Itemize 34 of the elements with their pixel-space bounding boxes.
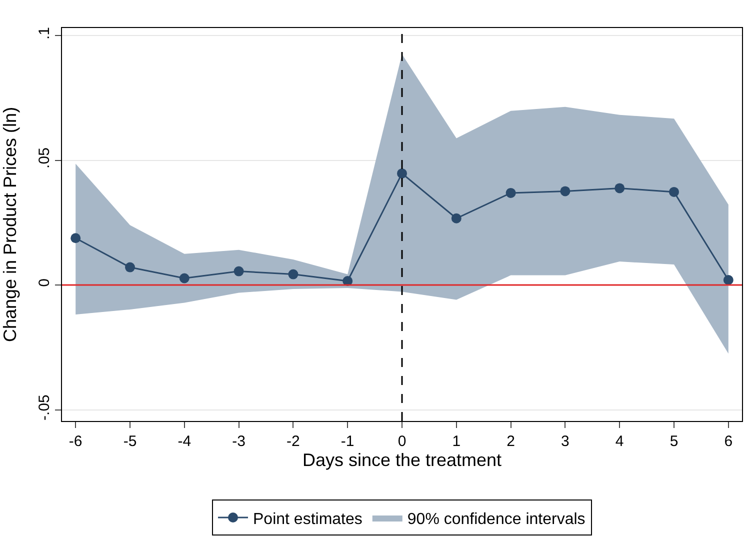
point xyxy=(451,213,462,224)
x-tick-label: -1 xyxy=(340,433,354,450)
point xyxy=(288,269,298,280)
x-tick-label: 0 xyxy=(398,433,406,450)
y-axis-title: Change in Product Prices (ln) xyxy=(0,106,20,342)
point xyxy=(560,186,570,196)
x-tick-label: -2 xyxy=(286,433,300,450)
x-axis-title: Days since the treatment xyxy=(302,450,502,470)
point xyxy=(669,186,679,197)
point xyxy=(179,273,190,284)
point xyxy=(397,168,407,178)
x-tick-label: 1 xyxy=(452,433,461,450)
y-tick-label: 0 xyxy=(36,278,53,287)
x-tick-label: 4 xyxy=(615,433,624,450)
legend-label: Point estimates xyxy=(253,510,362,528)
x-tick-label: 2 xyxy=(506,433,515,450)
x-tick-label: -4 xyxy=(178,433,192,450)
point xyxy=(723,275,734,286)
point xyxy=(125,262,135,272)
x-tick-label: -6 xyxy=(68,433,82,450)
y-tick-label: .1 xyxy=(36,26,53,40)
legend-label: 90% confidence intervals xyxy=(407,510,586,528)
point xyxy=(70,233,81,244)
point xyxy=(234,266,244,276)
x-tick-label: -3 xyxy=(232,433,246,450)
x-tick-label: 5 xyxy=(670,433,678,450)
y-tick-label: -.05 xyxy=(36,394,53,420)
x-tick-label: 6 xyxy=(724,433,733,450)
y-tick-label: .05 xyxy=(36,148,53,168)
point xyxy=(342,276,353,286)
point xyxy=(614,183,625,194)
point xyxy=(506,188,516,198)
x-tick-label: -5 xyxy=(123,433,137,450)
x-tick-label: 3 xyxy=(561,433,570,450)
